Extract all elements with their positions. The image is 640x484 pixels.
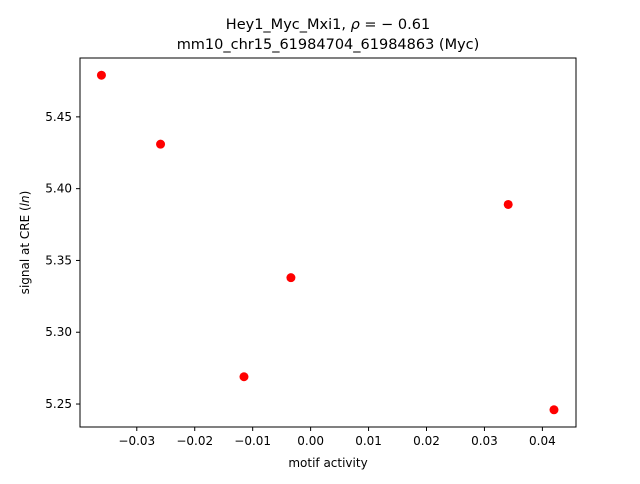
x-axis-label: motif activity: [288, 456, 367, 470]
chart-title-line1: Hey1_Myc_Mxi1, ρ = − 0.61: [226, 17, 430, 33]
x-tick-label: 0.04: [529, 434, 556, 448]
data-point: [549, 405, 559, 415]
data-point: [239, 372, 249, 382]
y-axis-label: signal at CRE (ln): [18, 191, 32, 295]
x-tick-label: 0.02: [413, 434, 440, 448]
data-point: [96, 70, 106, 80]
x-tick-label: 0.01: [355, 434, 382, 448]
plot-area: −0.03 −0.02 −0.01 0.00 0.01 0.02 0.03 0.04 5.25 5…: [45, 70, 559, 448]
y-tick-label: 5.30: [45, 325, 72, 339]
x-tick-label: 0.03: [471, 434, 498, 448]
chart-title-line2: mm10_chr15_61984704_61984863 (Myc): [177, 37, 480, 53]
y-tick-label: 5.25: [45, 397, 72, 411]
x-tick-label: 0.00: [297, 434, 324, 448]
x-tick-label: −0.02: [176, 434, 213, 448]
data-point: [503, 199, 513, 209]
y-tick-label: 5.35: [45, 253, 72, 267]
axes-frame: [79, 57, 577, 428]
x-tick-label: −0.03: [118, 434, 155, 448]
data-point: [156, 139, 166, 149]
y-tick-label: 5.40: [45, 182, 72, 196]
y-tick-label: 5.45: [45, 110, 72, 124]
data-point: [286, 273, 296, 283]
x-tick-label: −0.01: [234, 434, 271, 448]
